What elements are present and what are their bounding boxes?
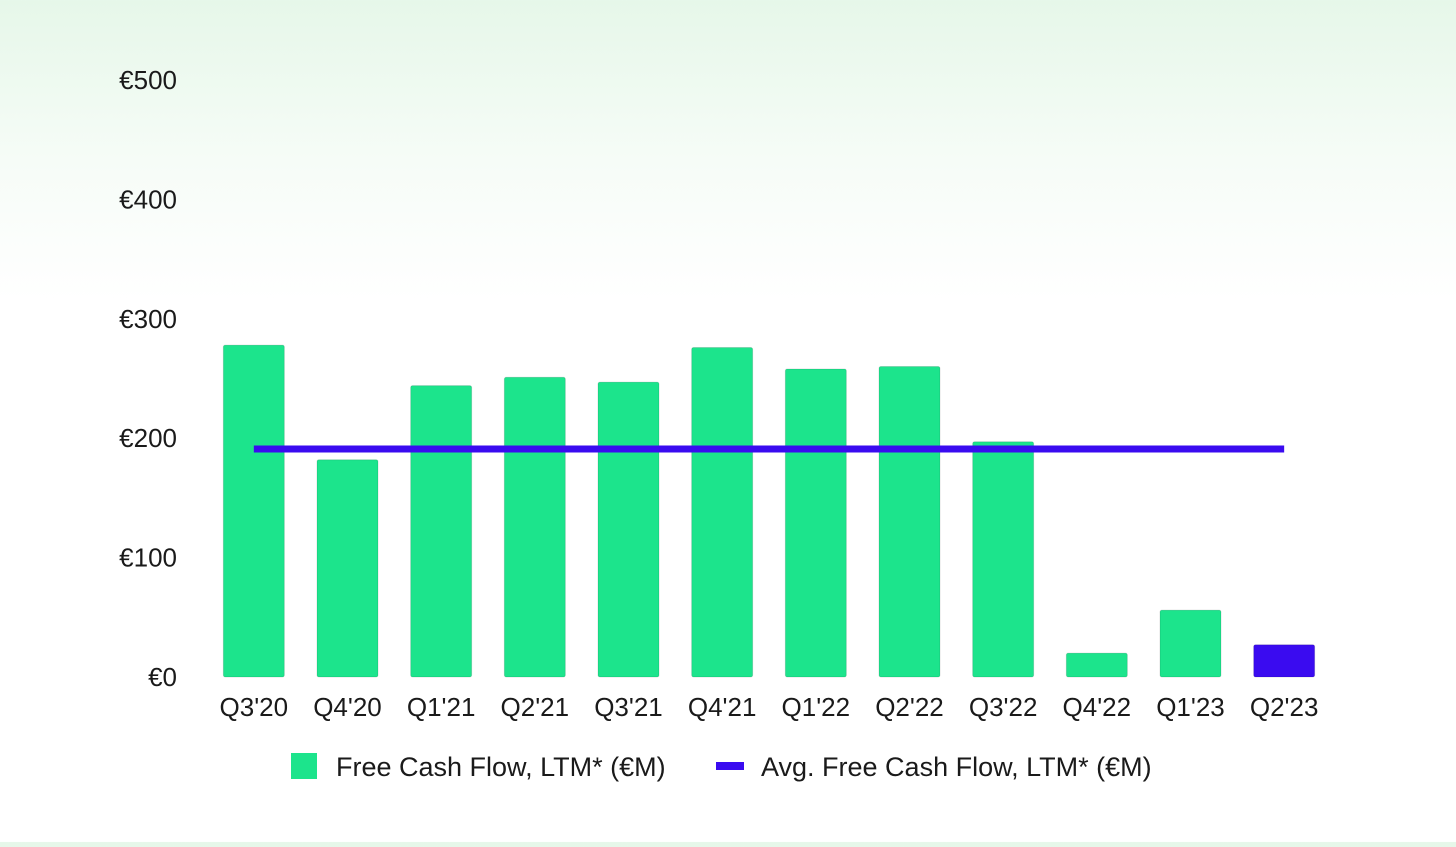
bar — [410, 385, 473, 678]
bar — [691, 346, 754, 678]
bar — [503, 376, 566, 678]
bar — [878, 366, 941, 678]
x-tick-label: Q3'22 — [969, 692, 1038, 722]
x-tick-label: Q1'23 — [1156, 692, 1225, 722]
x-tick-label: Q4'20 — [313, 692, 382, 722]
bar-series — [222, 344, 1316, 678]
legend-label-avg-free-cash-flow: Avg. Free Cash Flow, LTM* (€M) — [761, 752, 1152, 782]
bar — [1065, 652, 1128, 678]
x-tick-label: Q4'21 — [688, 692, 757, 722]
bar — [972, 441, 1035, 678]
legend-label-free-cash-flow: Free Cash Flow, LTM* (€M) — [336, 752, 666, 782]
bar — [222, 344, 285, 678]
x-tick-label: Q4'22 — [1063, 692, 1132, 722]
x-tick-label: Q3'20 — [220, 692, 289, 722]
x-axis: Q3'20 Q4'20 Q1'21 Q2'21 Q3'21 Q4'21 Q1'22 Q2'22… — [220, 692, 1319, 722]
bar — [784, 368, 847, 678]
x-tick-label: Q1'21 — [407, 692, 476, 722]
x-tick-label: Q2'23 — [1250, 692, 1319, 722]
y-axis: €0 €100 €200 €300 €400 €500 — [119, 65, 177, 692]
legend-swatch-avg-free-cash-flow — [716, 762, 744, 770]
y-tick-label: €200 — [119, 423, 177, 453]
y-tick-label: €400 — [119, 184, 177, 214]
y-tick-label: €0 — [148, 662, 177, 692]
y-tick-label: €300 — [119, 304, 177, 334]
bar — [597, 381, 660, 678]
x-tick-label: Q2'21 — [501, 692, 570, 722]
x-tick-label: Q2'22 — [875, 692, 944, 722]
bar — [1159, 609, 1222, 678]
legend-swatch-free-cash-flow — [291, 753, 317, 779]
y-tick-label: €100 — [119, 543, 177, 573]
x-tick-label: Q3'21 — [594, 692, 663, 722]
legend: Free Cash Flow, LTM* (€M) Avg. Free Cash… — [291, 752, 1152, 782]
x-tick-label: Q1'22 — [782, 692, 851, 722]
bar — [316, 459, 379, 678]
y-tick-label: €500 — [119, 65, 177, 95]
bar — [1253, 644, 1316, 678]
